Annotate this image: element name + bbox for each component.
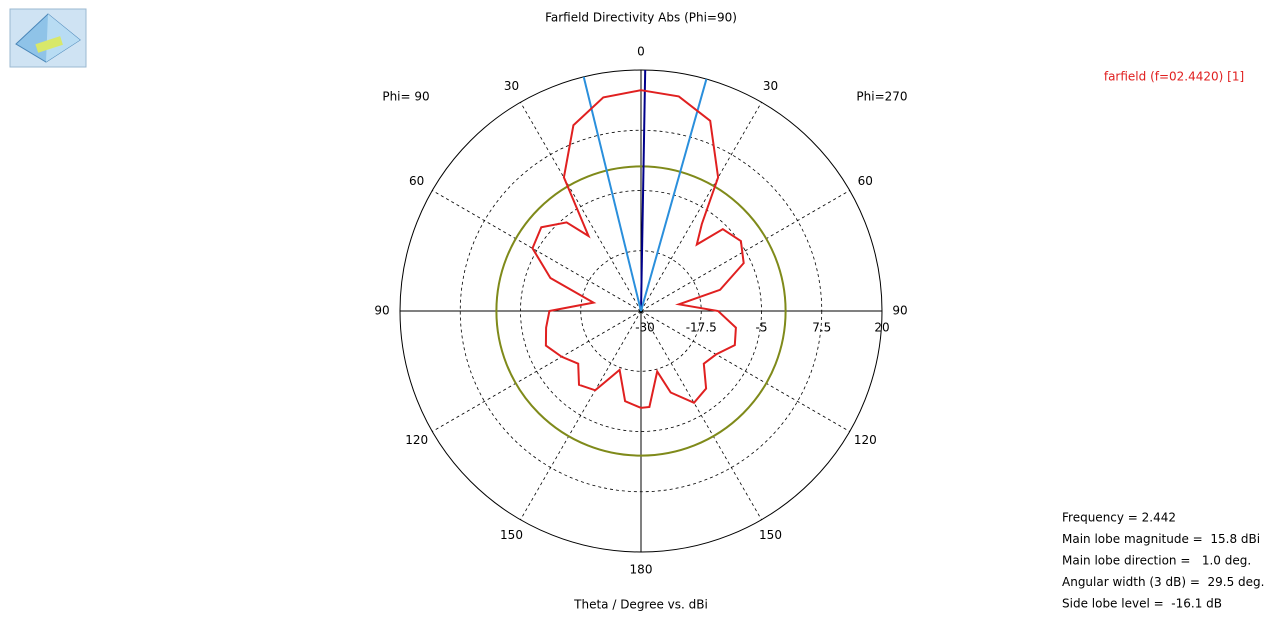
- beam-line: [640, 70, 647, 312]
- grid-line: [640, 102, 762, 312]
- r-tick-label: -30: [635, 321, 655, 335]
- grid-line: [432, 190, 642, 312]
- angle-tick-label: 150: [759, 528, 782, 542]
- info-line: Frequency = 2.442: [1062, 511, 1176, 525]
- chart-title: Farfield Directivity Abs (Phi=90): [545, 11, 737, 25]
- series-line: [531, 89, 745, 409]
- grid-line: [640, 310, 762, 520]
- r-tick-label: 20: [874, 321, 889, 335]
- grid-line: [520, 310, 642, 520]
- grid-line: [432, 310, 642, 432]
- r-tick-label: -5: [756, 321, 768, 335]
- angle-tick-label: 120: [405, 433, 428, 447]
- reference-circle: [495, 165, 787, 457]
- r-tick-label: -17.5: [686, 321, 717, 335]
- beam-line: [582, 76, 642, 312]
- beam-line: [640, 78, 708, 312]
- angle-tick-label: 60: [858, 174, 873, 188]
- info-line: Main lobe direction = 1.0 deg.: [1062, 554, 1251, 568]
- right-label: Phi=270: [856, 90, 907, 104]
- angle-tick-label: 90: [374, 304, 389, 318]
- grid-line: [640, 190, 850, 312]
- grid-line: [640, 310, 850, 432]
- info-line: Side lobe level = -16.1 dB: [1062, 597, 1222, 611]
- logo: [9, 8, 87, 68]
- x-axis-label: Theta / Degree vs. dBi: [573, 598, 708, 612]
- angle-tick-label: 0: [637, 45, 645, 59]
- r-tick-label: 7.5: [812, 321, 831, 335]
- angle-tick-label: 120: [854, 433, 877, 447]
- left-label: Phi= 90: [382, 90, 429, 104]
- angle-tick-label: 60: [409, 174, 424, 188]
- angle-tick-label: 90: [892, 304, 907, 318]
- angle-tick-label: 150: [500, 528, 523, 542]
- info-line: Angular width (3 dB) = 29.5 deg.: [1062, 575, 1265, 589]
- angle-tick-label: 180: [630, 563, 653, 577]
- angle-tick-label: 30: [763, 79, 778, 93]
- legend-entry: farfield (f=02.4420) [1]: [1104, 70, 1244, 84]
- grid-line: [520, 102, 642, 312]
- info-line: Main lobe magnitude = 15.8 dBi: [1062, 532, 1260, 546]
- angle-tick-label: 30: [504, 79, 519, 93]
